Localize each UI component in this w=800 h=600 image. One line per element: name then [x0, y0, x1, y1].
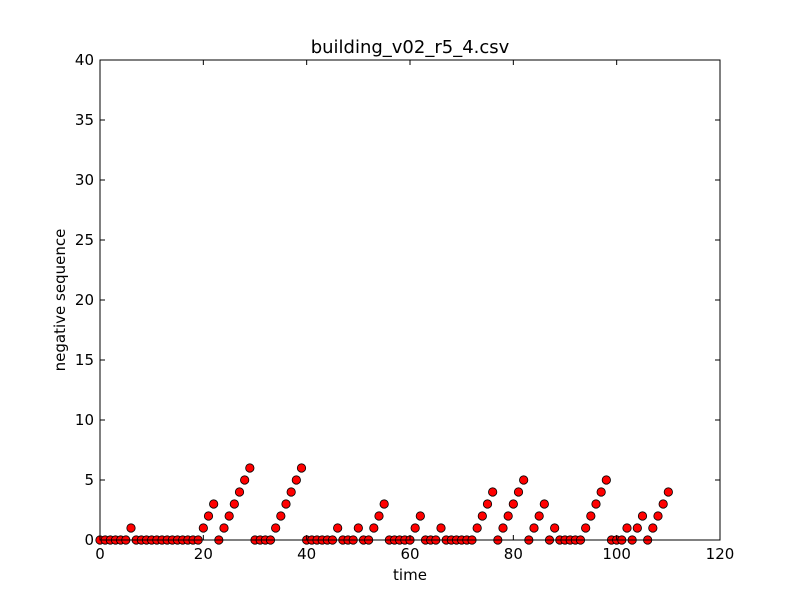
data-point	[296, 463, 307, 473]
data-point	[488, 487, 498, 497]
data-point	[534, 511, 544, 521]
data-point	[271, 523, 281, 533]
y-tick-label: 30	[75, 171, 94, 189]
data-point	[219, 523, 229, 533]
data-point	[539, 499, 549, 509]
y-tick-label: 5	[84, 471, 94, 489]
data-point	[601, 475, 611, 485]
data-point	[581, 523, 591, 533]
y-tick-label: 0	[84, 531, 94, 549]
data-point	[229, 499, 239, 509]
data-point	[663, 487, 673, 497]
y-tick-label: 35	[75, 111, 94, 129]
x-tick-label: 0	[95, 545, 105, 563]
data-point	[410, 523, 420, 533]
y-axis-label: negative sequence	[51, 229, 69, 372]
data-point	[653, 511, 663, 521]
x-tick-label: 100	[602, 545, 631, 563]
data-point	[291, 475, 301, 485]
data-point	[353, 523, 363, 533]
data-point	[622, 523, 632, 533]
data-point	[586, 511, 596, 521]
data-point	[591, 499, 601, 509]
x-tick-label: 80	[504, 545, 523, 563]
data-point	[482, 499, 493, 509]
data-point	[658, 499, 668, 509]
data-point	[513, 487, 524, 497]
data-point	[276, 511, 286, 521]
x-tick-label: 20	[194, 545, 213, 563]
data-point	[245, 463, 255, 473]
y-axis-ticks: 0 5 10 15 20 25 30 35 40	[75, 51, 720, 549]
data-point	[224, 511, 234, 521]
data-point	[529, 523, 539, 533]
x-tick-label: 40	[297, 545, 316, 563]
data-point	[126, 523, 136, 533]
data-point	[198, 523, 208, 533]
x-axis-label: time	[393, 566, 427, 584]
data-point	[503, 511, 513, 521]
data-point	[209, 499, 219, 509]
data-point	[240, 475, 250, 485]
data-point	[436, 523, 446, 533]
data-point	[519, 475, 529, 485]
data-point	[234, 487, 245, 497]
data-point	[508, 499, 518, 509]
x-tick-label: 60	[400, 545, 419, 563]
data-point	[472, 523, 482, 533]
y-tick-label: 25	[75, 231, 94, 249]
y-tick-label: 10	[75, 411, 94, 429]
chart-title: building_v02_r5_4.csv	[311, 37, 510, 58]
data-point	[374, 511, 384, 521]
data-point	[648, 523, 658, 533]
data-point	[477, 511, 487, 521]
data-point	[203, 511, 214, 521]
data-point	[637, 511, 648, 521]
data-point	[550, 523, 560, 533]
data-point	[415, 511, 425, 521]
data-point	[333, 523, 343, 533]
data-point	[281, 499, 291, 509]
data-point	[632, 523, 642, 533]
x-axis-ticks: 0 20 40 60 80 100 120	[95, 60, 734, 563]
x-tick-label: 120	[706, 545, 735, 563]
data-point	[379, 499, 389, 509]
data-point	[596, 487, 606, 497]
data-point	[498, 523, 508, 533]
data-point	[369, 523, 379, 533]
y-tick-label: 20	[75, 291, 94, 309]
plot-area	[100, 60, 720, 540]
y-tick-label: 15	[75, 351, 94, 369]
data-point	[286, 487, 296, 497]
y-tick-label: 40	[75, 51, 94, 69]
